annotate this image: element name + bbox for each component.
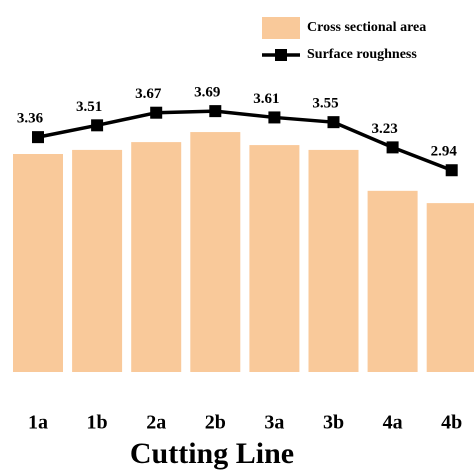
x-tick-label: 4b xyxy=(441,412,462,434)
value-label: 3.55 xyxy=(312,96,338,112)
bar xyxy=(72,149,123,372)
value-label: 3.69 xyxy=(194,85,220,101)
bar xyxy=(190,132,241,372)
x-tick-label: 1b xyxy=(87,412,108,434)
value-label: 3.23 xyxy=(371,121,397,137)
bar xyxy=(367,190,418,372)
point xyxy=(32,131,44,144)
line xyxy=(37,109,453,172)
x-axis-title: Cutting Line xyxy=(130,437,294,470)
point xyxy=(91,119,104,132)
bar xyxy=(249,145,300,372)
legend-label: Surface roughness xyxy=(307,47,417,62)
point xyxy=(150,106,163,119)
value-label: 3.61 xyxy=(253,91,279,107)
point xyxy=(268,111,281,124)
x-tick-label: 3b xyxy=(323,412,344,434)
point xyxy=(445,164,458,177)
value-label: 3.51 xyxy=(76,99,102,115)
bar xyxy=(308,149,359,372)
legend-swatch xyxy=(262,17,300,39)
bar xyxy=(131,142,182,372)
x-tick-label: 2a xyxy=(146,412,166,434)
x-tick-label: 1a xyxy=(28,412,48,434)
point xyxy=(209,105,222,118)
bar xyxy=(13,154,63,372)
value-label: 3.67 xyxy=(135,86,162,102)
x-tick-label: 3a xyxy=(264,412,284,434)
bar xyxy=(426,203,474,372)
point xyxy=(386,141,399,154)
legend-marker xyxy=(275,49,287,61)
value-label: 2.94 xyxy=(431,144,458,160)
value-label: 3.36 xyxy=(17,111,44,127)
legend-label: Cross sectional area xyxy=(307,20,426,35)
x-tick-label: 4a xyxy=(383,412,403,434)
point xyxy=(327,116,340,129)
x-tick-label: 2b xyxy=(205,412,226,434)
